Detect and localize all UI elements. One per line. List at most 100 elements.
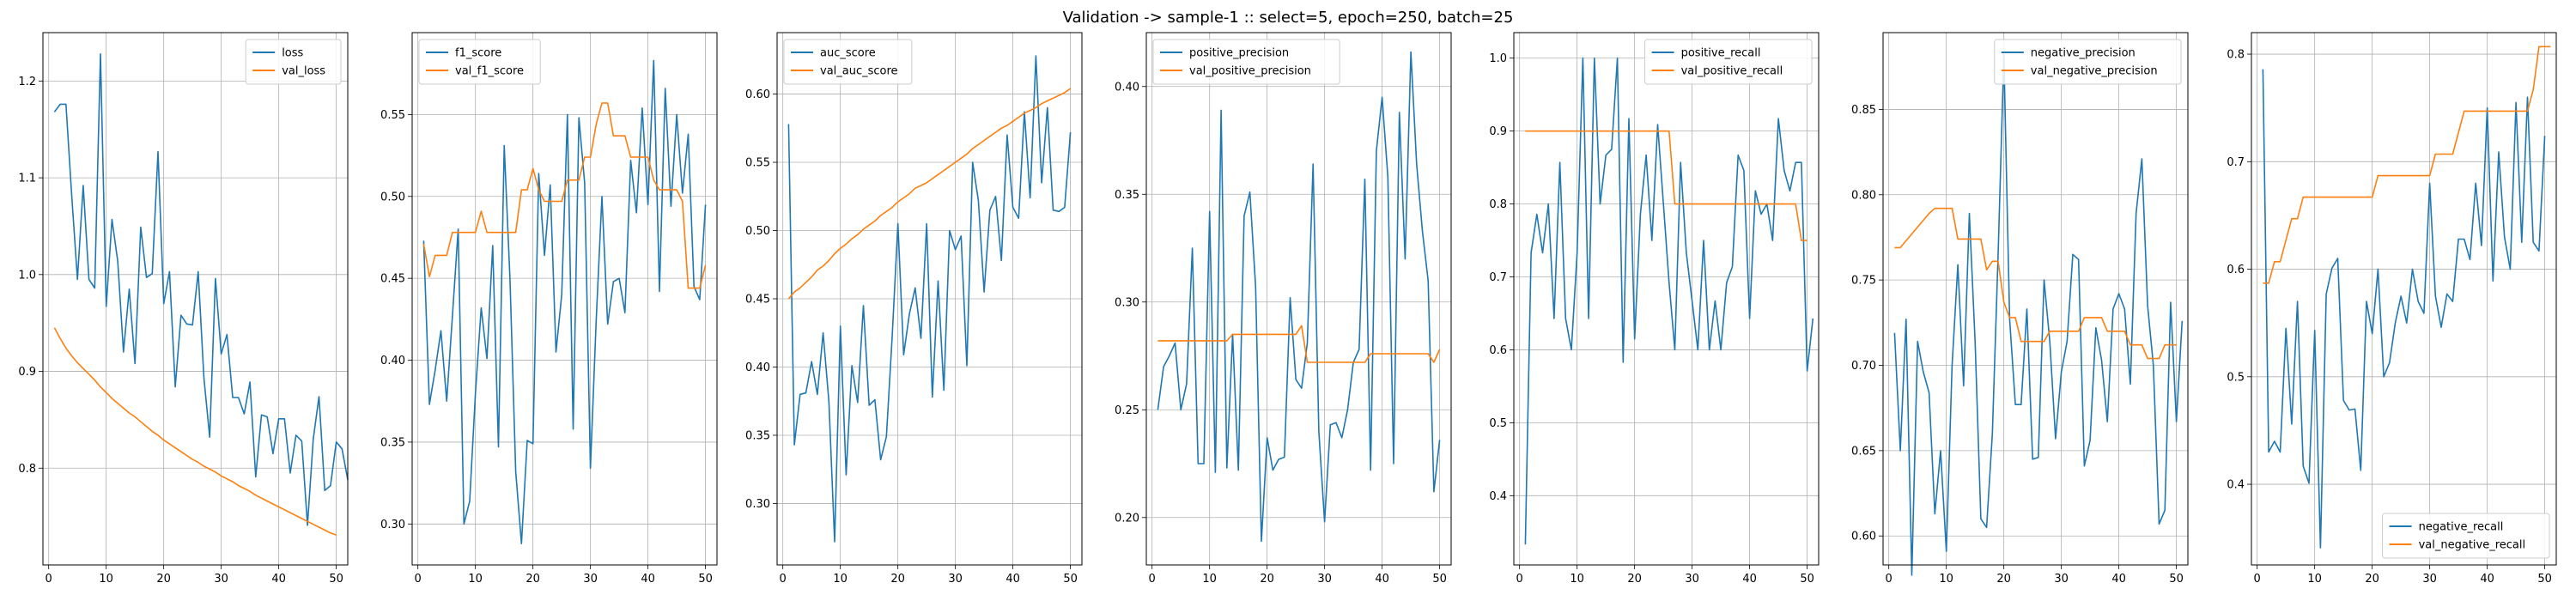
x-tick-label: 0 [1516,573,1523,586]
x-tick-label: 0 [780,573,787,586]
x-tick-label: 30 [1317,573,1332,586]
y-tick-label: 0.45 [380,273,405,286]
x-tick-label: 20 [1996,573,2011,586]
legend: positive_precision val_positive_precision [1152,39,1340,85]
x-tick-label: 30 [2054,573,2069,586]
y-tick-label: 0.4 [2227,479,2245,492]
x-tick-label: 40 [2111,573,2126,586]
legend: auc_score val_auc_score [783,39,913,85]
plot-frame [1145,32,1452,566]
x-tick-label: 50 [698,573,713,586]
legend: loss val_loss [245,39,342,85]
subplot-5: 0 10 20 30 40 50 0.4 0.5 0.6 0.7 0.8 0.9 1.0 positive… [1489,32,1820,586]
y-tick-label: 0.6 [2227,264,2245,276]
x-tick-label: 10 [468,573,483,586]
x-tick-label: 30 [583,573,598,586]
series-line-val_loss [53,327,337,536]
x-tick-label: 10 [99,573,113,586]
subplot-3: 0 10 20 30 40 50 0.30 0.35 0.40 0.45 0.50 0.55 0.60 a… [745,32,1083,586]
x-tick-label: 40 [1005,573,1020,586]
y-tick-label: 0.30 [380,519,405,531]
y-tick-label: 0.70 [1851,360,1876,373]
x-tick-label: 30 [948,573,963,586]
figure-title: Validation -> sample-1 :: select=5, epoc… [1062,9,1514,27]
legend-label: val_negative_precision [2031,65,2158,78]
series-line-negative_precision [1893,53,2184,576]
legend-label: positive_recall [1681,47,1761,60]
legend-box [1152,39,1340,85]
x-tick-label: 40 [641,573,655,586]
y-tick-label: 0.40 [380,355,405,367]
y-tick-label: 0.40 [1115,81,1139,94]
x-tick-label: 30 [2422,573,2437,586]
y-tick-label: 0.35 [1115,189,1139,202]
series-line-val_positive_recall [1525,130,1807,241]
plot-frame [1513,32,1820,566]
series-line-loss [53,52,349,526]
y-tick-label: 0.7 [1489,271,1507,284]
legend-label: val_loss [282,65,325,78]
y-tick-label: 1.0 [1489,52,1507,65]
legend-label: val_positive_precision [1189,65,1311,78]
x-tick-label: 30 [1685,573,1699,586]
x-tick-label: 0 [46,573,52,586]
y-tick-label: 0.25 [1115,404,1139,417]
y-tick-label: 0.60 [1851,531,1876,543]
plot-frame [1882,32,2189,566]
subplot-4: 0 10 20 30 40 50 0.20 0.25 0.30 0.35 0.40 positive_… [1115,32,1452,586]
x-tick-label: 30 [214,573,228,586]
y-tick-label: 1.1 [18,173,36,185]
plot-frame [2251,32,2557,566]
x-tick-label: 50 [329,573,343,586]
x-tick-label: 40 [1375,573,1389,586]
y-tick-label: 0.9 [1489,125,1507,138]
legend-label: f1_score [455,47,501,60]
series-line-negative_recall [2262,69,2546,549]
plot-frame [411,32,718,566]
x-tick-label: 10 [1939,573,1953,586]
x-tick-label: 0 [2254,573,2261,586]
subplot-2: 0 10 20 30 40 50 0.30 0.35 0.40 0.45 0.50 0.55 f1_sc… [380,32,718,586]
y-tick-label: 0.5 [2227,371,2245,384]
legend-label: val_f1_score [455,65,524,78]
y-tick-label: 0.75 [1851,275,1876,288]
y-tick-label: 0.6 [1489,344,1507,357]
series-line-positive_precision [1157,51,1441,543]
x-tick-label: 10 [833,573,848,586]
x-tick-label: 0 [415,573,422,586]
x-tick-label: 20 [1260,573,1274,586]
x-tick-label: 20 [526,573,540,586]
y-tick-label: 0.80 [1851,189,1876,202]
y-tick-label: 0.60 [745,88,770,101]
series-line-f1_score [422,59,707,545]
plot-frame [776,32,1083,566]
x-tick-label: 50 [1432,573,1447,586]
legend: negative_recall val_negative_recall [2382,513,2550,559]
y-tick-label: 0.55 [380,109,405,122]
y-tick-label: 0.50 [745,225,770,238]
legend-box [1994,39,2182,85]
y-tick-label: 0.9 [18,366,36,379]
y-tick-label: 0.85 [1851,104,1876,117]
x-tick-label: 50 [2169,573,2184,586]
legend-label: positive_precision [1189,47,1289,60]
y-tick-label: 0.20 [1115,512,1139,525]
legend-box [418,39,541,85]
y-tick-label: 0.55 [745,157,770,170]
x-tick-label: 0 [1886,573,1893,586]
series-line-positive_recall [1524,57,1814,545]
y-tick-label: 0.50 [380,191,405,203]
series-line-val_auc_score [787,88,1072,300]
x-tick-label: 10 [1202,573,1217,586]
x-tick-label: 20 [890,573,905,586]
legend-box [245,39,342,85]
legend: negative_precision val_negative_precision [1994,39,2182,85]
legend: positive_recall val_positive_recall [1644,39,1813,85]
plot-frame [42,32,349,566]
y-tick-label: 0.30 [1115,296,1139,309]
x-tick-label: 40 [1742,573,1757,586]
y-tick-label: 0.65 [1851,445,1876,458]
series-line-auc_score [787,55,1072,543]
y-tick-label: 0.4 [1489,490,1507,503]
